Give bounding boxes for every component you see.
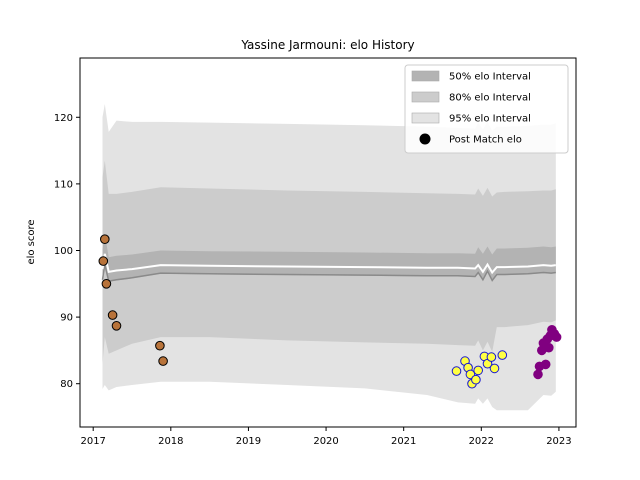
legend: 50% elo Interval 80% elo Interval 95% elo …: [404, 64, 569, 154]
data-point: [486, 352, 497, 362]
data-point: [551, 332, 562, 342]
x-tick-label: 2017: [80, 436, 105, 447]
x-tick-label: 2019: [236, 436, 261, 447]
y-axis: 80 90 100 110 120: [54, 113, 80, 390]
y-tick-label: 80: [60, 379, 73, 390]
legend-label: Post Match elo: [449, 135, 522, 146]
mean-lines: [101, 253, 556, 282]
y-tick-label: 120: [54, 113, 73, 124]
legend-marker: [419, 133, 431, 145]
data-point: [451, 366, 462, 376]
legend-label: 80% elo Interval: [449, 93, 531, 104]
x-axis: 2017 2018 2019 2020 2021 2022 2023: [80, 427, 572, 447]
x-tick-label: 2023: [546, 436, 571, 447]
data-point: [533, 369, 543, 380]
data-point: [111, 321, 122, 331]
x-tick-label: 2020: [313, 436, 338, 447]
data-point: [98, 256, 109, 266]
y-tick-label: 110: [54, 179, 73, 190]
legend-label: 95% elo Interval: [449, 114, 531, 125]
x-tick-label: 2021: [391, 436, 416, 447]
data-point: [471, 374, 481, 385]
band-50-lower-line: [101, 264, 556, 282]
data-point: [540, 359, 551, 370]
data-point: [497, 350, 508, 360]
post-match-points: [98, 234, 562, 389]
plot-frame: [79, 57, 577, 428]
x-tick-label: 2022: [469, 436, 494, 447]
data-point: [101, 279, 112, 289]
data-point: [100, 234, 110, 244]
data-point: [155, 340, 165, 351]
legend-swatch: [411, 91, 440, 103]
interval-bands: [102, 104, 556, 411]
y-tick-label: 90: [60, 313, 73, 324]
data-point: [473, 365, 484, 376]
data-point: [158, 356, 168, 366]
band-50: [102, 233, 556, 282]
legend-swatch: [411, 70, 440, 82]
mean-elo-line: [101, 253, 556, 275]
chart-title: Yassine Jarmouni: elo History: [240, 38, 414, 52]
legend-swatch: [411, 112, 440, 124]
x-tick-label: 2018: [158, 436, 183, 447]
data-point: [544, 342, 554, 353]
data-point: [107, 310, 118, 320]
y-tick-label: 100: [54, 246, 73, 257]
legend-box: [404, 64, 569, 154]
data-point: [489, 363, 500, 374]
legend-label: 50% elo Interval: [449, 72, 531, 83]
y-axis-label: elo score: [26, 219, 37, 264]
